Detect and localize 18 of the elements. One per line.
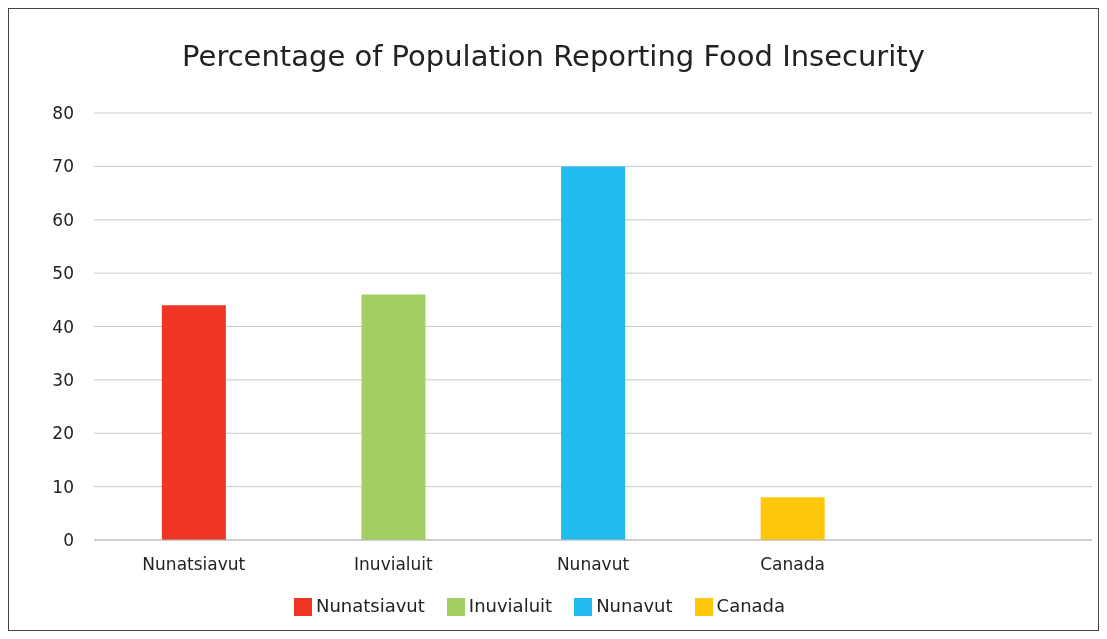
x-tick-label: Nunatsiavut: [142, 554, 246, 575]
legend-label: Canada: [716, 595, 786, 616]
y-tick-label: 30: [52, 369, 74, 390]
x-tick-label: Canada: [760, 554, 825, 575]
y-tick-label: 50: [52, 263, 74, 284]
x-tick-label: Inuvialuit: [354, 554, 434, 575]
y-tick-label: 60: [52, 209, 74, 230]
chart-title: Percentage of Population Reporting Food Insecurity: [181, 38, 926, 75]
y-tick-label: 0: [63, 530, 74, 551]
x-tick-label: Nunavut: [556, 554, 630, 575]
y-tick-label: 10: [52, 476, 74, 497]
legend-label: Inuvialuit: [468, 595, 553, 616]
legend-label: Nunatsiavut: [315, 595, 425, 616]
y-tick-label: 40: [52, 316, 74, 337]
legend-label: Nunavut: [596, 595, 673, 616]
y-tick-label: 80: [52, 103, 74, 124]
y-tick-label: 70: [52, 156, 74, 177]
y-tick-label: 20: [52, 423, 74, 444]
